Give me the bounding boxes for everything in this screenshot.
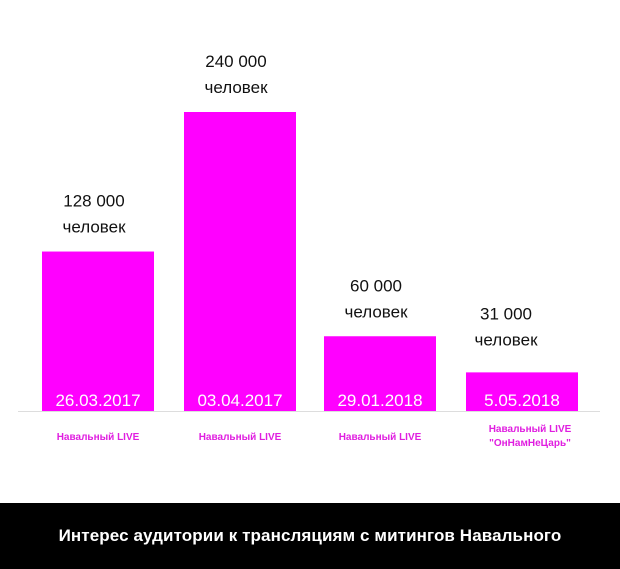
bar — [466, 372, 578, 411]
series-label: Навальный LIVE — [339, 432, 422, 443]
bar-value-label: 240 000 — [205, 52, 266, 71]
bar-value-unit: человек — [474, 330, 538, 349]
series-label: Навальный LIVE — [489, 424, 572, 435]
bar-value-label: 60 000 — [350, 276, 402, 295]
bar-value-label: 31 000 — [480, 304, 532, 323]
chart-caption: Интерес аудитории к трансляциям с митинг… — [58, 526, 562, 545]
bar-value-label: 128 000 — [63, 192, 124, 211]
bar — [184, 112, 296, 411]
bar-value-unit: человек — [204, 78, 268, 97]
series-label: Навальный LIVE — [199, 432, 282, 443]
bar-date-label: 03.04.2017 — [197, 391, 282, 410]
bar-value-unit: человек — [344, 302, 408, 321]
series-label: Навальный LIVE — [57, 432, 140, 443]
bar — [324, 336, 436, 411]
bar-date-label: 5.05.2018 — [484, 391, 560, 410]
bar-date-label: 26.03.2017 — [55, 391, 140, 410]
bar-date-label: 29.01.2018 — [337, 391, 422, 410]
bar — [42, 251, 154, 411]
bar-value-unit: человек — [62, 218, 126, 237]
bar-chart: 26.03.2017 128 000 человек Навальный LIVE 03… — [18, 52, 600, 449]
caption-bar: Интерес аудитории к трансляциям с митинг… — [0, 503, 620, 569]
series-label: "ОнНамНеЦарь" — [489, 438, 571, 449]
